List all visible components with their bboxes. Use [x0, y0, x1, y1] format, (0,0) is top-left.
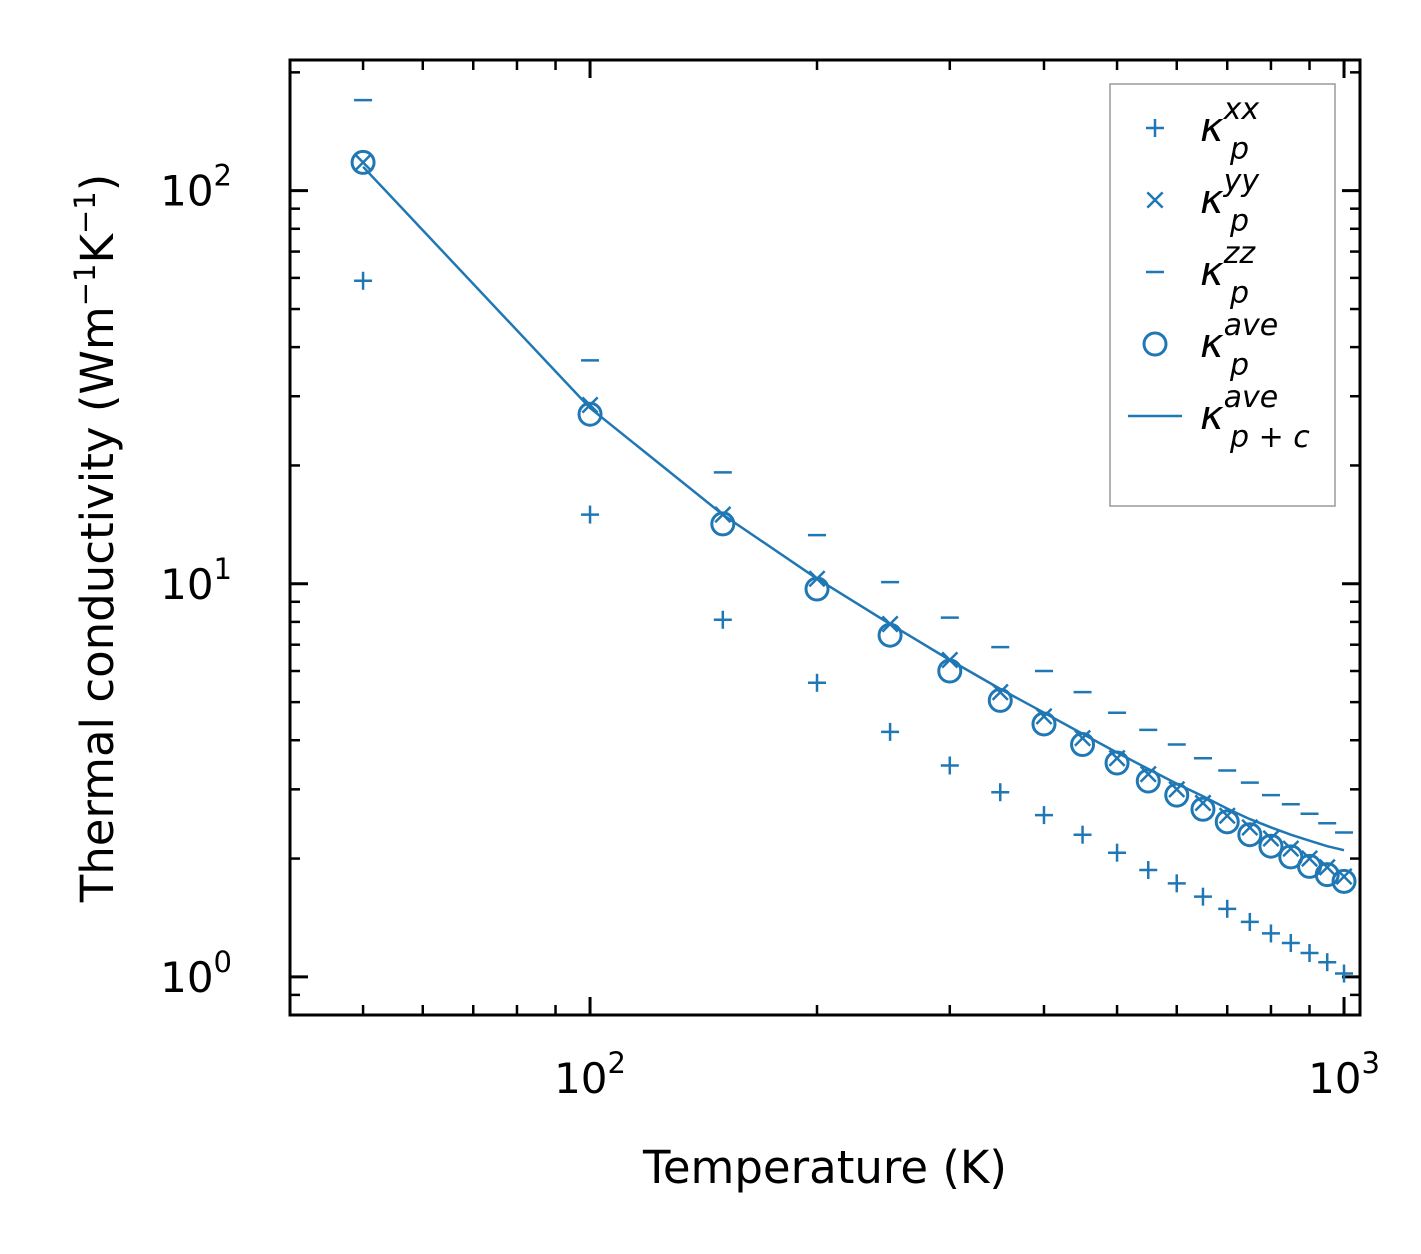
data-point — [354, 153, 372, 171]
series-kappa_p_xx — [354, 271, 1354, 983]
data-point — [1262, 829, 1280, 847]
data-point — [1218, 899, 1237, 918]
data-point — [881, 722, 900, 741]
data-point — [354, 271, 373, 290]
data-point — [1108, 843, 1127, 862]
data-point — [940, 756, 959, 775]
legend-label: κxx p — [1200, 92, 1259, 167]
series-kappa_p_c_ave — [362, 165, 1345, 852]
y-tick-label: 102 — [160, 159, 232, 216]
data-point — [1300, 944, 1319, 963]
legend-marker — [1142, 331, 1168, 357]
data-point — [577, 401, 603, 427]
legend-label: κave p + c — [1200, 380, 1310, 455]
y-axis-title: Thermal conductivity (Wm−1K−1) — [68, 174, 124, 904]
x-tick-labels: 102 103 — [554, 1046, 1380, 1103]
y-tick-label: 100 — [160, 945, 232, 1002]
legend-entry-kappa_p_ave: κave p — [1142, 308, 1278, 383]
major-ticks — [290, 60, 1360, 1015]
data-point — [1331, 868, 1357, 894]
data-point — [713, 610, 732, 629]
y-tick-labels: 100 101 102 — [160, 159, 232, 1002]
legend-entry-kappa_p_zz: κzz p — [1146, 236, 1256, 311]
data-point — [1139, 765, 1157, 783]
legend-entry-kappa_p_yy: κyy p — [1146, 164, 1260, 239]
data-point — [991, 783, 1010, 802]
data-point — [1074, 729, 1092, 747]
data-point — [1073, 825, 1092, 844]
data-point — [1167, 874, 1186, 893]
data-point — [581, 396, 599, 414]
legend-entry-kappa_p_c_ave: κave p + c — [1128, 380, 1310, 455]
data-point — [581, 505, 600, 524]
data-point — [1314, 862, 1340, 888]
legend-box — [1109, 83, 1336, 507]
data-point — [1190, 796, 1216, 822]
data-point — [1261, 924, 1280, 943]
data-point — [1034, 806, 1053, 825]
data-point — [1237, 822, 1263, 848]
legend-marker — [1146, 119, 1164, 137]
data-point — [1193, 887, 1212, 906]
data-point — [1281, 933, 1300, 952]
data-point — [1240, 912, 1259, 931]
series-line — [362, 165, 1345, 852]
data-point — [710, 511, 736, 537]
x-axis-title: Temperature (K) — [642, 1141, 1007, 1194]
data-point — [1282, 840, 1300, 858]
data-point — [1318, 858, 1336, 876]
data-point — [1318, 953, 1337, 972]
data-point — [1335, 964, 1354, 983]
plot-frame — [288, 58, 1362, 1017]
legend-label: κyy p — [1200, 164, 1260, 239]
series-kappa_p_zz — [354, 98, 1354, 834]
data-point — [1139, 861, 1158, 880]
data-point — [808, 673, 827, 692]
data-point — [1214, 809, 1240, 835]
legend-label: κave p — [1200, 308, 1278, 383]
x-tick-label: 103 — [1308, 1046, 1380, 1103]
series-layer — [350, 98, 1357, 983]
legend-marker — [1146, 191, 1164, 209]
data-point — [1300, 850, 1319, 868]
legend-entry-kappa_p_xx: κxx p — [1146, 92, 1259, 167]
minor-ticks — [290, 60, 1360, 1015]
y-tick-label: 101 — [160, 552, 232, 609]
series-kappa_p_ave — [350, 149, 1357, 894]
x-tick-label: 102 — [554, 1046, 626, 1103]
data-point — [350, 149, 376, 175]
data-point — [1258, 833, 1284, 859]
series-kappa_p_yy — [354, 153, 1353, 886]
legend-label: κzz p — [1200, 236, 1256, 311]
